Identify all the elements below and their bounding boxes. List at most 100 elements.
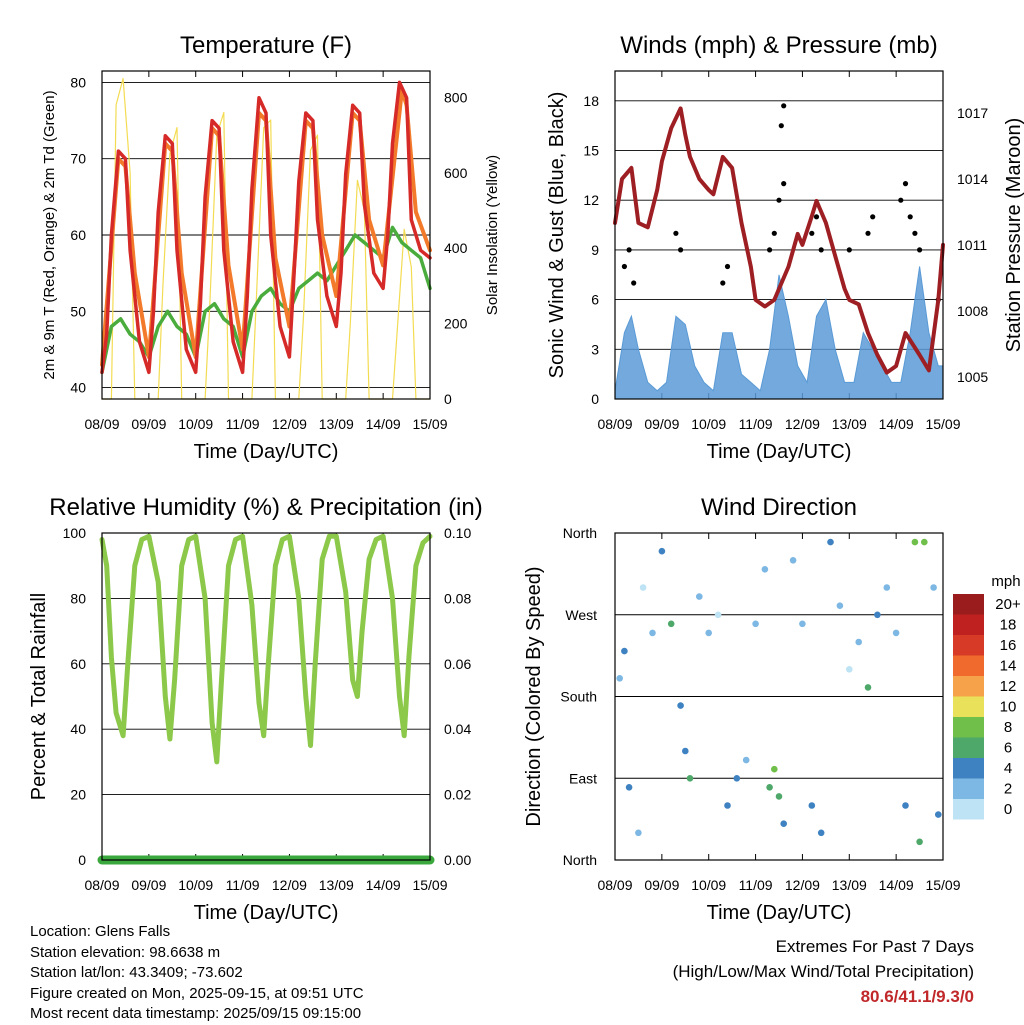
y-right-tick-label: 0.00 [444,852,471,868]
x-tick-label: 14/09 [879,877,914,893]
x-tick-label: 10/09 [691,416,726,432]
extremes-values: 80.6/41.1/9.3/0 [860,987,974,1006]
x-axis-label: Time (Day/UTC) [194,441,339,463]
legend-swatch [953,758,984,779]
x-tick-label: 08/09 [597,877,632,893]
y-tick-label: North [563,525,597,541]
direction-point [902,802,909,809]
legend-label: 16 [1000,637,1017,654]
y-axis-label: Sonic Wind & Gust (Blue, Black) [546,92,568,379]
legend-label: 8 [1004,719,1012,736]
x-tick-label: 09/09 [131,877,166,893]
direction-point [789,557,797,564]
gust-point [902,181,909,187]
direction-point [667,620,675,628]
direction-point [724,802,731,809]
y-tick-label: 70 [70,151,86,167]
y-tick-label: 100 [63,525,87,541]
y-right-tick-label: 1008 [957,303,988,319]
x-axis-label: Time (Day/UTC) [707,441,852,463]
x-tick-label: 15/09 [412,416,447,432]
x-tick-label: 12/09 [785,416,820,432]
winds-chart: Winds (mph) & Pressure (mb) Time (Day/UTC… [546,32,1024,463]
gust-point [809,230,815,236]
legend-swatch [953,676,984,697]
y-right-tick-label: 0.04 [444,721,471,737]
direction-point [935,811,942,818]
direction-point [916,838,923,846]
extremes-title: Extremes For Past 7 Days [775,937,974,956]
legend-title: mph [991,573,1020,590]
gust-point [907,214,913,220]
y-right-axis-label: Solar Insolation (Yellow) [484,155,501,315]
direction-point [836,602,844,609]
latlon-text: Station lat/lon: 43.3409; -73.602 [30,964,243,981]
legend-swatch [953,717,984,738]
elevation-text: Station elevation: 98.6638 m [30,943,221,961]
direction-point [705,629,712,637]
x-tick-label: 13/09 [832,877,867,893]
legend-swatch [953,696,984,717]
direction-point [766,784,773,791]
legend-swatch [953,594,984,615]
gust-point [781,103,787,109]
x-tick-label: 10/09 [178,877,213,893]
direction-point [864,684,872,691]
y-tick-label: 0 [78,852,86,868]
legend-label: 4 [1004,760,1012,777]
y-tick-label: 60 [70,656,86,672]
legend-swatch [953,655,984,676]
y-tick-label: 40 [70,721,86,737]
direction-point [855,638,862,646]
y-tick-label: 3 [591,341,599,357]
x-tick-label: 09/09 [644,877,679,893]
plot-border [614,70,944,400]
direction-point [874,611,881,619]
y-tick-label: North [563,852,597,868]
y-right-axis-label: Station Pressure (Maroon) [1003,118,1024,353]
x-tick-label: 08/09 [84,416,119,432]
x-tick-label: 15/09 [925,416,960,432]
gust-point [720,280,726,286]
x-tick-label: 13/09 [319,416,354,432]
y-right-tick-label: 0.10 [444,525,471,541]
y-right-tick-label: 0.06 [444,656,471,672]
gust-point [781,181,787,187]
direction-point [686,775,694,782]
x-tick-label: 12/09 [272,877,307,893]
x-tick-label: 10/09 [691,877,726,893]
extremes-panel: Extremes For Past 7 Days (High/Low/Max W… [673,934,974,1009]
gust-point [870,214,876,220]
y-tick-label: 12 [583,192,599,208]
x-tick-label: 12/09 [785,877,820,893]
x-tick-label: 08/09 [84,877,119,893]
extremes-subtitle: (High/Low/Max Wind/Total Precipitation) [672,962,974,981]
y-right-tick-label: 1005 [957,369,988,385]
temperature-chart: Temperature (F) Time (Day/UTC) 08/09 09/09 1… [41,32,501,463]
gust-point [776,197,782,203]
x-tick-label: 11/09 [226,877,260,893]
gust-point [724,263,731,270]
series-sonic-wind [614,266,944,400]
y-right-tick-label: 0.02 [444,787,471,803]
y-tick-label: South [560,689,597,705]
direction-point [621,647,628,655]
direction-point [817,829,825,837]
x-tick-label: 14/09 [879,416,914,432]
y-right-tick-label: 0 [444,391,452,407]
gust-point [917,247,923,253]
panel-title: Winds (mph) & Pressure (mb) [620,32,937,59]
panel-title: Wind Direction [701,494,857,521]
y-tick-label: East [569,770,597,786]
legend-label: 0 [1004,801,1012,818]
y-right-tick-label: 1014 [957,171,988,187]
direction-point [799,620,806,628]
y-tick-label: 60 [70,227,86,243]
gust-point [912,230,918,236]
y-right-tick-label: 0.08 [444,590,471,606]
x-tick-label: 14/09 [366,877,401,893]
gust-point [778,123,784,129]
y-tick-label: 20 [70,787,86,803]
direction-point [742,756,750,764]
